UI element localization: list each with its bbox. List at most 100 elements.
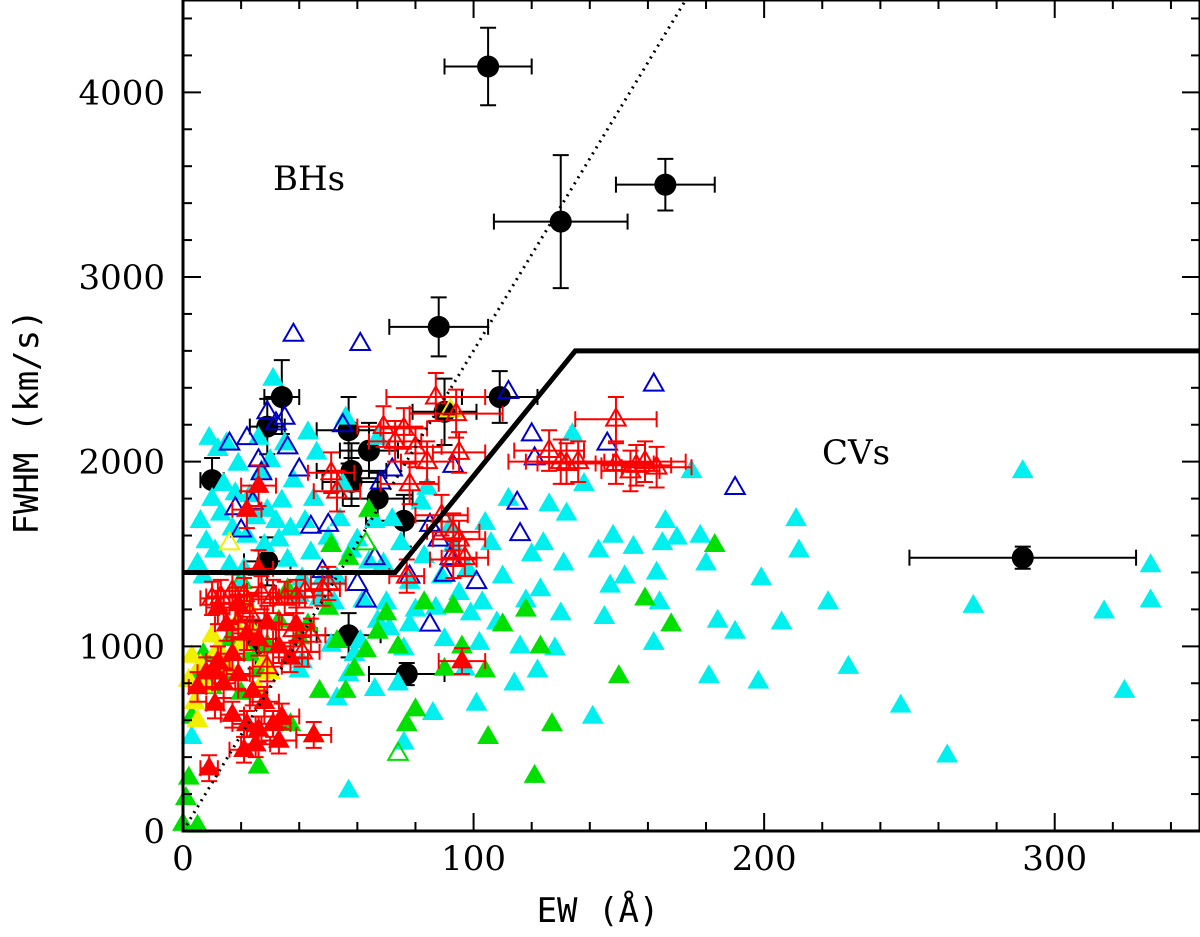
data-point [226,609,250,630]
data-point [326,629,348,649]
data-point [236,621,258,641]
data-point [529,577,552,597]
data-point [281,617,305,638]
data-point [253,532,276,552]
data-point [387,671,409,691]
dividing-boundary-line [183,348,1200,575]
data-point [480,531,502,551]
data-point [255,399,279,420]
data-point [1139,588,1162,608]
data-point [477,725,500,745]
data-point [433,561,457,582]
data-point [270,488,293,508]
data-point [645,454,669,475]
data-point [471,590,494,610]
data-point [259,660,282,680]
data-point [221,702,244,722]
data-point [233,737,255,757]
data-point [186,708,209,728]
data-point [703,532,726,552]
data-point [418,611,442,632]
data-point [398,471,422,492]
data-point [532,531,555,551]
data-point [334,678,357,698]
data-point [308,678,331,698]
data-point [413,590,436,610]
data-point [395,563,419,584]
data-point [262,366,285,386]
data-point [433,627,456,647]
data-point [474,510,497,530]
data-point [180,725,203,745]
data-point [416,475,439,495]
data-point [183,689,206,709]
data-point [387,634,409,654]
data-point [695,551,717,571]
data-point [180,643,203,663]
data-point [265,508,287,528]
data-point [456,556,479,576]
data-point [267,527,290,547]
data-point [654,173,677,196]
error-bar [614,157,716,212]
data-point [174,785,197,805]
error-bar [251,650,283,683]
data-point [477,55,500,78]
y-axis-title: FWHM (km/s) [7,309,47,534]
data-point [447,526,471,547]
data-point [267,728,290,748]
data-point [464,569,488,590]
data-point [236,712,258,732]
data-point [375,601,398,621]
data-point [962,593,985,613]
data-point [654,508,677,528]
data-point [264,410,288,431]
data-point [509,634,531,654]
data-point [936,743,959,763]
data-point [537,438,561,459]
data-point [354,587,378,608]
data-point [645,560,668,580]
data-point [447,439,471,460]
data-point [549,601,572,621]
data-point [380,456,404,477]
data-point [337,545,360,565]
data-point [390,531,412,551]
y-tick-label: 0 [143,812,165,852]
data-point [348,330,372,351]
y-tick-label: 3000 [78,258,165,298]
data-point [555,501,578,521]
data-point [541,712,563,732]
data-point [345,571,369,592]
error-bar [603,440,687,483]
data-point [889,693,912,713]
data-point [438,545,462,566]
data-point [1011,546,1034,569]
data-point [415,449,439,470]
data-point [442,593,465,613]
data-point [366,619,389,639]
x-tick-label: 100 [441,839,506,879]
data-point [291,566,314,586]
error-bar [356,405,411,448]
data-point [497,486,520,506]
data-point [297,420,319,440]
data-point [189,508,212,528]
data-point [1093,599,1116,619]
data-point [561,422,584,442]
data-point [221,641,244,661]
data-point [465,691,488,711]
data-points-layer [172,26,1162,833]
data-point [607,664,630,684]
data-point [785,507,808,527]
data-point [320,532,343,552]
data-point [666,525,688,545]
x-tick-label: 200 [732,839,797,879]
data-point [355,638,377,658]
data-point [224,481,247,501]
data-point [217,530,241,551]
data-point [604,406,628,427]
data-point [496,378,520,399]
data-point [337,778,360,798]
data-point [581,704,604,724]
